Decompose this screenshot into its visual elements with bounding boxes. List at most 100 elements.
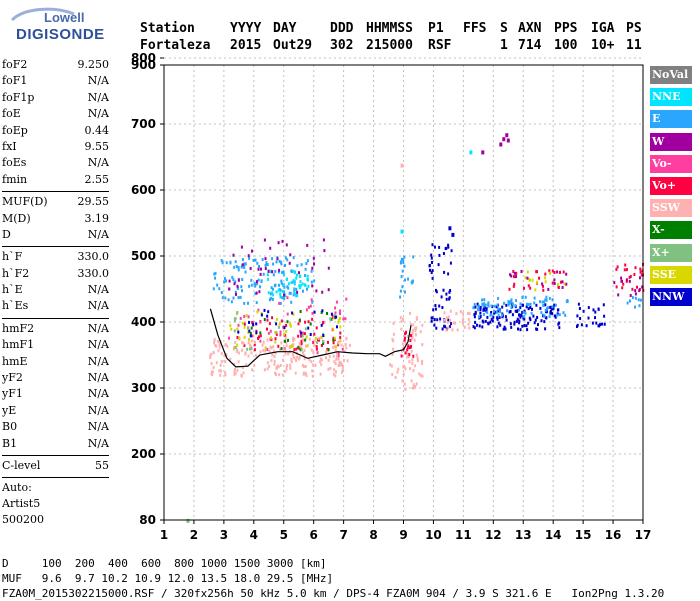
echo-point-e: [254, 282, 257, 286]
echo-point-ssw: [262, 348, 265, 352]
header-value-day: Out29: [273, 38, 313, 53]
echo-point-ssw: [293, 356, 296, 360]
echo-point-e: [234, 280, 237, 284]
echo-point-voplus: [403, 338, 406, 342]
x-tick-label: 10: [425, 528, 442, 542]
echo-point-ssw: [421, 362, 423, 365]
echo-point-voplus: [257, 336, 259, 340]
echo-point-voplus: [408, 353, 411, 356]
echo-point-nnw: [527, 321, 530, 325]
echo-point-nne: [298, 284, 301, 288]
echo-point-nnw: [451, 232, 455, 237]
echo-point-voplus: [636, 285, 638, 289]
param-value: 2.55: [84, 172, 110, 186]
echo-point-w: [260, 267, 262, 271]
echo-point-sse: [306, 344, 309, 348]
param-value: 55: [95, 458, 109, 472]
echo-point-e: [269, 296, 272, 300]
echo-point-e: [274, 269, 277, 273]
echo-point-w: [515, 275, 517, 279]
echo-point-e: [266, 263, 269, 266]
echo-point-ssw: [411, 358, 414, 362]
echo-point-ssw: [413, 338, 416, 342]
echo-point-nne: [282, 283, 285, 287]
echo-point-e: [286, 285, 289, 289]
echo-point-vominus: [237, 323, 240, 327]
echo-point-ssw: [234, 340, 237, 344]
echo-point-ssw: [403, 382, 406, 386]
echo-point-ssw: [285, 367, 288, 371]
echo-point-vominus: [259, 339, 262, 343]
param-name: hmE: [2, 354, 28, 368]
echo-point-nne: [290, 281, 293, 284]
echo-point-w: [638, 289, 641, 293]
echo-point-voplus: [406, 348, 409, 352]
echo-point-ssw: [241, 348, 244, 352]
echo-point-w: [629, 294, 632, 297]
param-name: fxI: [2, 139, 17, 153]
echo-point-e: [244, 262, 247, 266]
echo-point-ssw: [451, 328, 454, 332]
param-value: 9.250: [77, 58, 110, 71]
echo-point-ssw: [247, 341, 250, 345]
echo-point-ssw: [345, 337, 348, 341]
echo-point-nnw: [267, 310, 270, 314]
echo-point-xplus: [247, 326, 249, 330]
echo-point-e: [225, 261, 228, 265]
echo-point-e: [221, 296, 224, 300]
echo-point-xplus: [246, 347, 249, 351]
echo-point-ssw: [298, 342, 301, 346]
echo-point-ssw: [332, 372, 335, 376]
echo-point-ssw: [289, 363, 292, 367]
echo-point-sse: [285, 329, 288, 333]
echo-point-voplus: [559, 270, 561, 274]
echo-point-ssw: [410, 349, 413, 353]
echo-point-voplus: [639, 270, 642, 274]
echo-point-nnw: [255, 331, 258, 335]
echo-point-nne: [299, 284, 302, 288]
param-value: N/A: [87, 107, 109, 121]
echo-point-xplus: [249, 347, 252, 351]
echo-point-e: [496, 303, 499, 307]
echo-point-ssw: [412, 369, 415, 373]
echo-point-w: [505, 133, 509, 138]
echo-point-e: [529, 302, 532, 306]
echo-point-ssw: [412, 383, 415, 387]
echo-point-nnw: [594, 316, 596, 320]
echo-point-nnw: [430, 256, 433, 260]
echo-point-w: [509, 273, 512, 277]
echo-point-e: [304, 267, 307, 271]
echo-point-nne: [285, 277, 288, 281]
echo-point-voplus: [639, 267, 642, 271]
echo-point-w: [232, 253, 235, 257]
echo-point-ssw: [400, 319, 403, 323]
echo-point-nnw: [430, 271, 433, 275]
echo-point-e: [519, 302, 522, 306]
echo-point-voplus: [307, 320, 310, 324]
echo-point-voplus: [616, 265, 619, 269]
echo-point-e: [404, 290, 406, 294]
echo-point-e: [220, 291, 223, 294]
echo-point-ssw: [210, 362, 213, 366]
echo-point-sse: [292, 312, 295, 316]
header-label-ddd: DDD: [330, 21, 354, 36]
echo-point-e: [283, 285, 286, 289]
echo-point-w: [255, 291, 258, 295]
echo-point-nnw: [482, 307, 485, 311]
echo-point-ssw: [217, 349, 220, 353]
echo-point-ssw: [341, 366, 344, 370]
echo-point-ssw: [273, 359, 276, 363]
echo-point-voplus: [553, 271, 556, 274]
echo-point-w: [321, 290, 324, 294]
param-name: foE: [2, 107, 21, 121]
echo-point-nnw: [490, 317, 493, 321]
echo-point-nnw: [435, 326, 438, 330]
echo-point-e: [311, 300, 314, 304]
echo-point-ssw: [235, 349, 238, 353]
echo-point-e: [506, 309, 508, 313]
echo-point-vominus: [309, 304, 312, 308]
param-value: 29.55: [77, 195, 110, 209]
echo-point-nnw: [313, 310, 316, 314]
echo-point-e: [278, 259, 281, 263]
echo-point-vominus: [337, 354, 340, 358]
